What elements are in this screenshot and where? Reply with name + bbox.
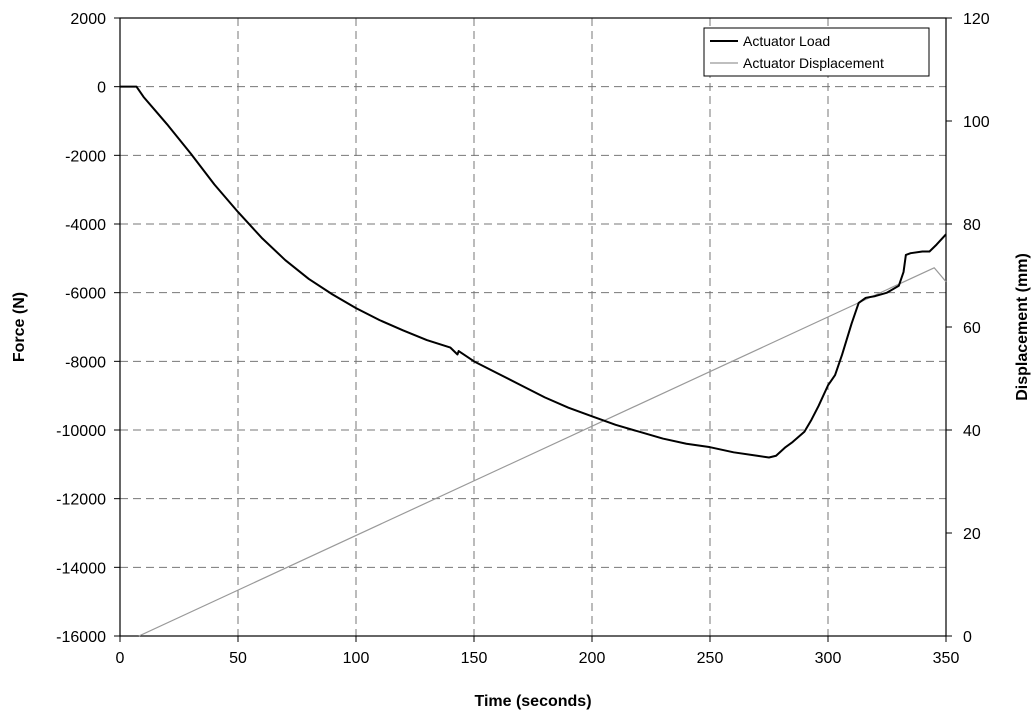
y-tick-label-0: 0 xyxy=(97,80,106,97)
x-tick-label-100: 100 xyxy=(343,650,370,667)
y2-tick-label-100: 100 xyxy=(963,114,990,131)
legend-label-actuator-displacement: Actuator Displacement xyxy=(743,55,884,71)
y2-tick-label-40: 40 xyxy=(963,423,981,440)
y-tick-label--10000: -10000 xyxy=(56,423,106,440)
x-tick-label-0: 0 xyxy=(116,650,125,667)
y2-tick-label-80: 80 xyxy=(963,217,981,234)
legend-box xyxy=(703,27,930,77)
y2-axis-ticks: 120 100 80 60 40 20 0 xyxy=(946,11,990,646)
y-tick-label--16000: -16000 xyxy=(56,629,106,646)
y-tick-label-2000: 2000 xyxy=(70,11,106,28)
grid xyxy=(120,18,946,636)
y-tick-label--8000: -8000 xyxy=(65,354,106,371)
y-tick-label--6000: -6000 xyxy=(65,286,106,303)
y-tick-label--2000: -2000 xyxy=(65,148,106,165)
series-layer xyxy=(120,85,947,637)
y-tick-label--4000: -4000 xyxy=(65,217,106,234)
y2-tick-label-120: 120 xyxy=(963,11,990,28)
x-tick-label-350: 350 xyxy=(933,650,960,667)
x-tick-label-250: 250 xyxy=(697,650,724,667)
y2-tick-label-60: 60 xyxy=(963,320,981,337)
series-line-actuator-displacement xyxy=(138,267,947,637)
x-tick-label-300: 300 xyxy=(815,650,842,667)
y-axis-title: Force (N) xyxy=(11,292,28,362)
x-tick-label-150: 150 xyxy=(461,650,488,667)
y-tick-label--14000: -14000 xyxy=(56,560,106,577)
x-axis-title: Time (seconds) xyxy=(474,693,591,710)
x-tick-label-200: 200 xyxy=(579,650,606,667)
x-tick-label-50: 50 xyxy=(229,650,247,667)
y2-tick-label-0: 0 xyxy=(963,629,972,646)
y2-tick-label-20: 20 xyxy=(963,526,981,543)
y-axis-ticks: 2000 0 -2000 -4000 -6000 -8000 -10000 -12000 -14… xyxy=(56,11,120,646)
x-axis-ticks: 0 50 100 150 200 250 300 350 xyxy=(116,636,960,667)
legend: Actuator Load Actuator Displacement xyxy=(703,27,930,77)
series-line-actuator-load xyxy=(120,85,947,459)
legend-label-actuator-load: Actuator Load xyxy=(743,33,830,49)
y-tick-label--12000: -12000 xyxy=(56,492,106,509)
y2-axis-title: Displacement (mm) xyxy=(1014,253,1031,401)
